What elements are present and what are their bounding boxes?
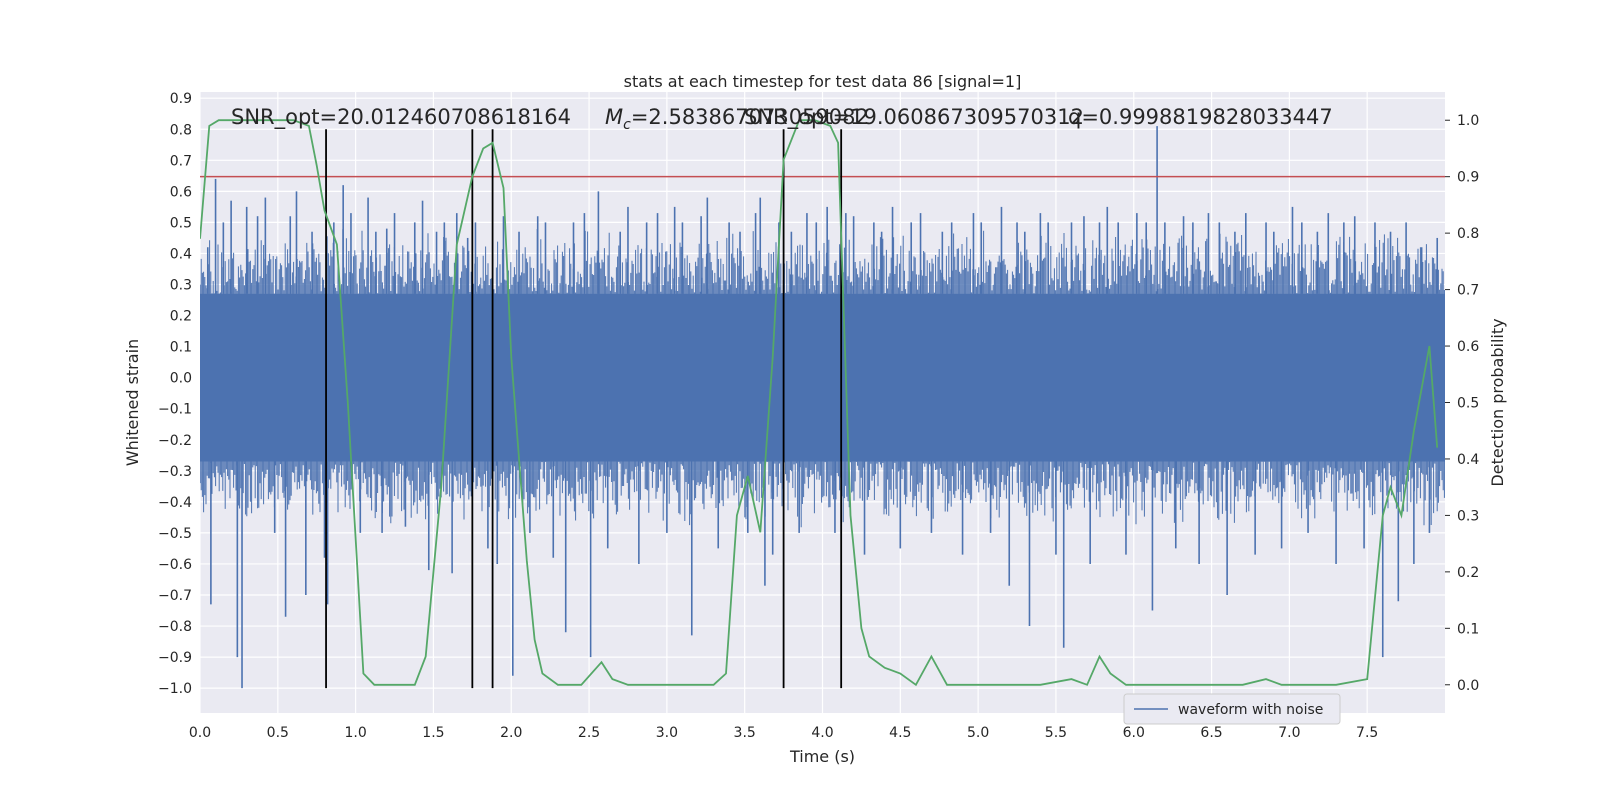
y-left-tick-label: 0.0 [170, 371, 192, 387]
y-left-tick-label: 0.9 [170, 91, 192, 107]
y-left-tick-label: 0.6 [170, 184, 192, 200]
x-axis-label: Time (s) [789, 747, 855, 766]
annotation-snr-opt: SNR_opt=20.012460708618164 [231, 105, 571, 130]
y-left-tick-label: −0.3 [158, 464, 192, 480]
y-left-tick-label: −0.9 [158, 650, 192, 666]
y-right-tick-label: 0.7 [1457, 283, 1479, 299]
axes: 0.0 0.5 1.0 1.5 2.0 2.5 3.0 3.5 4.0 4.5 5.0 5.5 6.0 6… [158, 91, 1479, 741]
y-right-tick-label: 0.4 [1457, 452, 1479, 468]
x-tick-label: 0.0 [189, 725, 211, 741]
probability-series [200, 119, 1439, 687]
y-left-tick-label: 0.5 [170, 215, 192, 231]
y-left-tick-label: 0.8 [170, 122, 192, 138]
y-right-tick-label: 0.6 [1457, 339, 1479, 355]
annotation-chirp-mass-subscript: c [623, 117, 631, 133]
y-right-tick-label: 0.3 [1457, 508, 1479, 524]
x-tick-label: 1.0 [344, 725, 366, 741]
legend: waveform with noise [1123, 693, 1341, 725]
x-tick-label: 2.0 [500, 725, 522, 741]
y-left-tick-label: −0.5 [158, 526, 192, 542]
x-tick-label: 0.5 [267, 725, 289, 741]
y-left-tick-label: 0.4 [170, 246, 192, 262]
y-left-tick-label: −0.1 [158, 402, 192, 418]
annotation-chirp-mass: Mc=2.583867073059082 [605, 105, 869, 133]
y-left-tick-label: 0.7 [170, 153, 192, 169]
y-right-tick-label: 0.9 [1457, 170, 1479, 186]
probability-line [200, 119, 1439, 687]
waveform-noise [200, 229, 1445, 528]
annotations: SNR_opt=20.012460708618164 Mc=2.58386707… [231, 105, 1333, 133]
y-right-tick-label: 0.1 [1457, 621, 1479, 637]
x-tick-label: 5.5 [1045, 725, 1067, 741]
annotation-mass-ratio: q=0.9998819828033447 [1068, 105, 1333, 129]
y-right-tick-label: 0.0 [1457, 678, 1479, 694]
x-tick-label: 5.0 [967, 725, 989, 741]
y-left-tick-label: −0.4 [158, 495, 192, 511]
y-left-tick-label: 0.2 [170, 309, 192, 325]
chart-title: stats at each timestep for test data 86 … [624, 72, 1022, 91]
y-left-tick-label: −0.7 [158, 588, 192, 604]
x-tick-label: 6.5 [1200, 725, 1222, 741]
y-axis-left-label: Whitened strain [123, 339, 142, 466]
x-tick-label: 7.0 [1278, 725, 1300, 741]
y-axis-right-label: Detection probability [1488, 318, 1507, 486]
x-tick-label: 7.5 [1356, 725, 1378, 741]
y-right-tick-label: 0.8 [1457, 226, 1479, 242]
y-right-tick-label: 0.5 [1457, 396, 1479, 412]
y-left-tick-label: −1.0 [158, 681, 192, 697]
y-left-tick-label: 0.1 [170, 340, 192, 356]
waveform-series [200, 126, 1445, 689]
y-left-tick-label: −0.2 [158, 433, 192, 449]
x-tick-label: 4.0 [811, 725, 833, 741]
y-left-tick-label: 0.3 [170, 278, 192, 294]
x-tick-label: 3.5 [734, 725, 756, 741]
legend-label-waveform: waveform with noise [1178, 702, 1323, 718]
y-right-tick-label: 0.2 [1457, 565, 1479, 581]
legend-box [1123, 693, 1341, 725]
y-left-tick-label: −0.8 [158, 619, 192, 635]
x-tick-label: 4.5 [889, 725, 911, 741]
annotation-chirp-mass-value: =2.583867073059082 [631, 105, 869, 129]
y-left-tick-label: −0.6 [158, 557, 192, 573]
x-tick-label: 6.0 [1123, 725, 1145, 741]
annotation-snr-opt-second: SNR_opt=19.060867309570312 [744, 105, 1084, 130]
y-right-tick-label: 1.0 [1457, 113, 1479, 129]
x-tick-label: 1.5 [422, 725, 444, 741]
x-tick-label: 2.5 [578, 725, 600, 741]
annotation-chirp-mass-symbol: M [605, 105, 623, 129]
x-tick-label: 3.0 [656, 725, 678, 741]
